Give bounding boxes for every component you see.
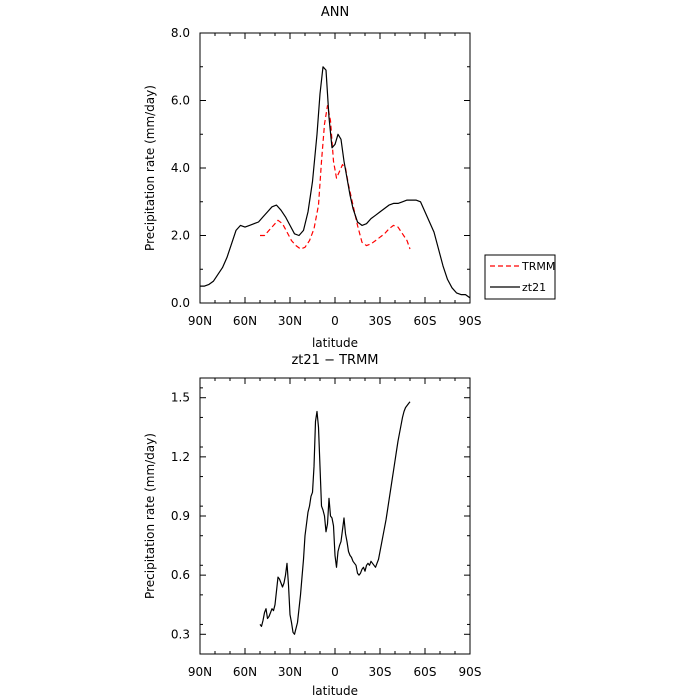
panel-1-xtick-label: 30N bbox=[278, 314, 302, 328]
panel-2-plot-frame bbox=[199, 377, 471, 655]
panel-2-xtick-label: 90S bbox=[459, 665, 482, 679]
panel-2-title: zt21 − TRMM bbox=[291, 353, 378, 368]
panel-2-xtick-label: 60S bbox=[414, 665, 437, 679]
panel-1-xtick-label: 0 bbox=[331, 314, 339, 328]
panel-1-ylabel: Precipitation rate (mm/day) bbox=[143, 85, 157, 251]
panel-1-xtick-label: 90N bbox=[188, 314, 212, 328]
legend-label-zt21: zt21 bbox=[522, 281, 546, 294]
panel-1-title: ANN bbox=[321, 5, 349, 20]
panel-2-ticks: 90N 60N 30N 0 30S 60S 90S 0.3 0.6 0.9 1.2 1.5 bbox=[171, 378, 482, 679]
panel-2-xlabel: latitude bbox=[312, 684, 358, 698]
panel-2-series bbox=[259, 401, 411, 635]
panel-2-xtick-label: 90N bbox=[188, 665, 212, 679]
panel-difference: zt21 − TRMM 90N 60N 30N 0 30S 60S 90S 0.3 0.6 0.9… bbox=[143, 353, 481, 698]
panel-2-xtick-label: 60N bbox=[233, 665, 257, 679]
panel-2-ytick-label: 0.3 bbox=[171, 627, 190, 641]
panel-1-ytick-label: 4.0 bbox=[171, 161, 190, 175]
panel-1-xtick-label: 60S bbox=[414, 314, 437, 328]
panel-1-xtick-label: 90S bbox=[459, 314, 482, 328]
legend-box bbox=[484, 254, 556, 300]
panel-2-ylabel: Precipitation rate (mm/day) bbox=[143, 433, 157, 599]
panel-2-ytick-label: 1.2 bbox=[171, 450, 190, 464]
panel-2-xtick-label: 0 bbox=[331, 665, 339, 679]
panel-1-xtick-label: 30S bbox=[369, 314, 392, 328]
panel-2-xtick-label: 30N bbox=[278, 665, 302, 679]
panel-1-ticks: 90N 60N 30N 0 30S 60S 90S 0.0 2.0 4.0 6.0 8.0 bbox=[171, 26, 482, 328]
panel-1-series-line-zt21 bbox=[200, 66, 471, 299]
panel-1-ytick-label: 6.0 bbox=[171, 94, 190, 108]
panel-1-xtick-label: 60N bbox=[233, 314, 257, 328]
panel-2-ytick-label: 1.5 bbox=[171, 391, 190, 405]
panel-1-series bbox=[200, 66, 471, 299]
panel-1-ytick-label: 0.0 bbox=[171, 296, 190, 310]
panel-1-ytick-label: 8.0 bbox=[171, 26, 190, 40]
legend-label-trmm: TRMM bbox=[521, 260, 555, 273]
panel-2-ytick-label: 0.9 bbox=[171, 509, 190, 523]
legend: TRMM zt21 bbox=[484, 254, 556, 300]
panel-1-series-line-trmm bbox=[260, 104, 411, 250]
panel-2-xtick-label: 30S bbox=[369, 665, 392, 679]
panel-2-ytick-label: 0.6 bbox=[171, 568, 190, 582]
panel-1-ytick-label: 2.0 bbox=[171, 229, 190, 243]
panel-annual: ANN 90N 60N 30N 0 30S 60S 90S 0.0 2.0 4.0 6.0 8.0 l… bbox=[143, 5, 556, 350]
panel-1-xlabel: latitude bbox=[312, 336, 358, 350]
panel-2-series-line-diff bbox=[259, 401, 411, 635]
